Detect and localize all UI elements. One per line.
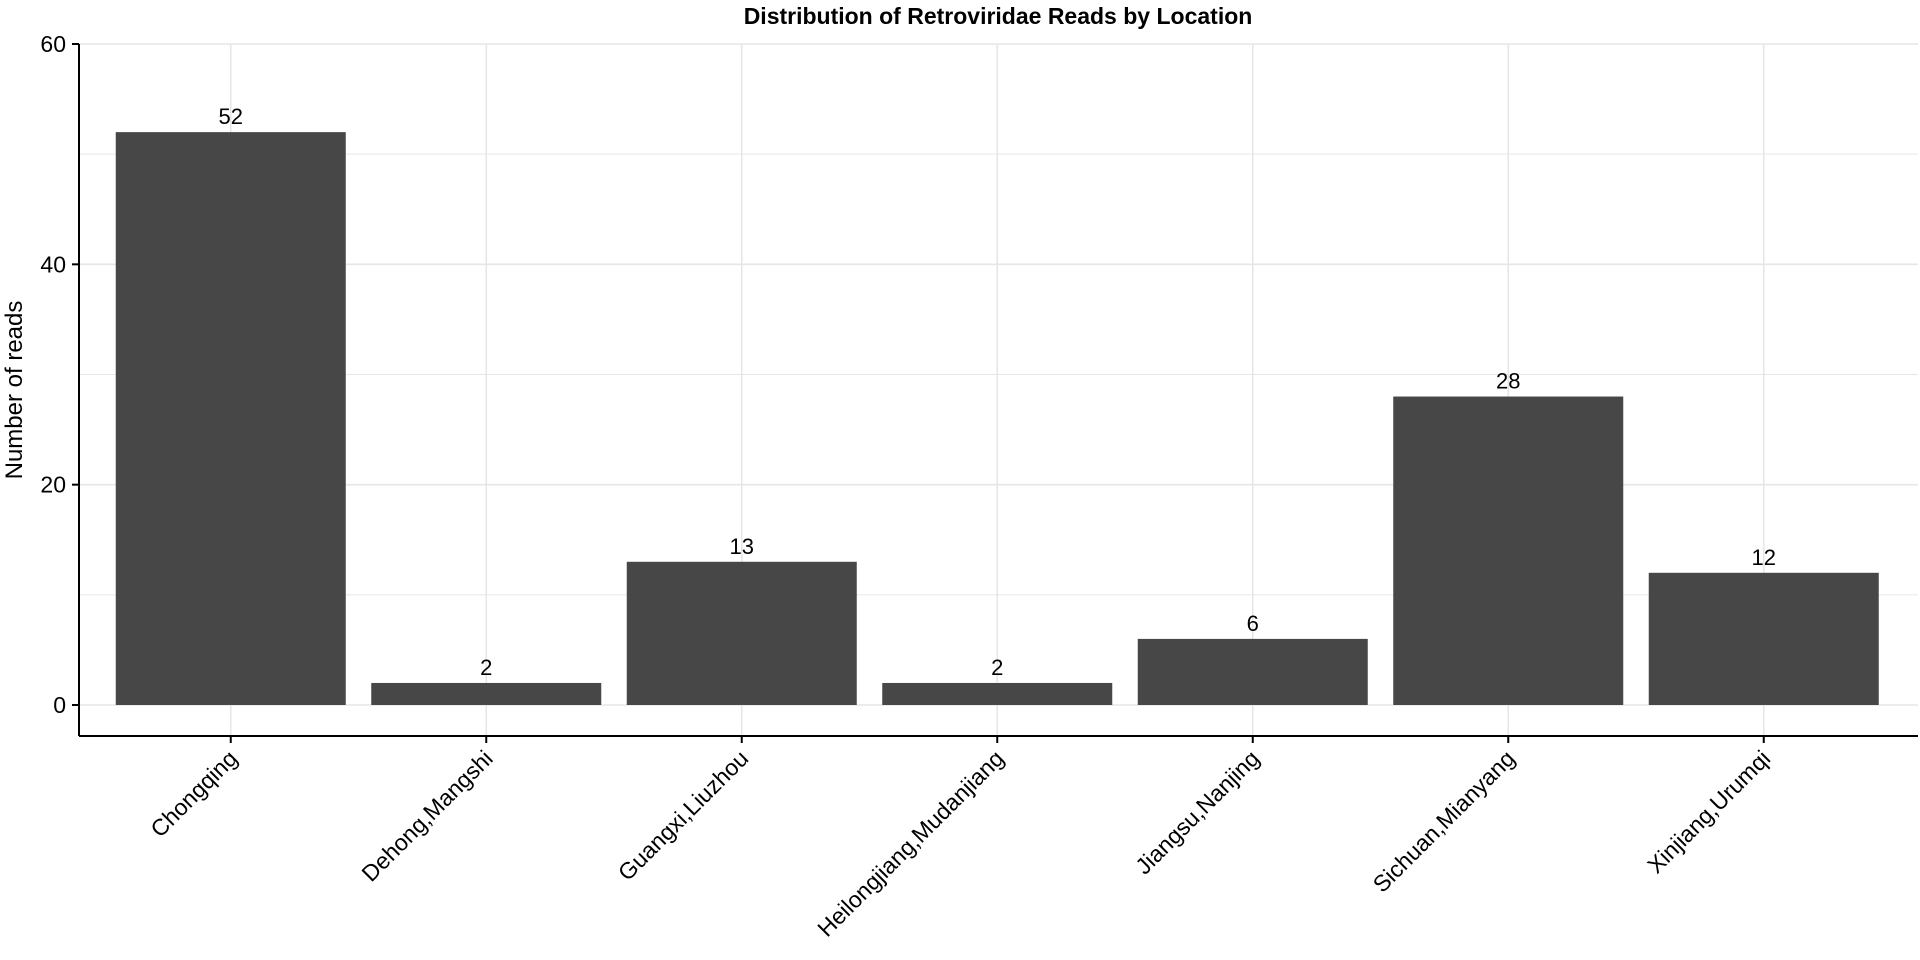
bar	[882, 682, 1113, 705]
bar	[115, 132, 346, 706]
data-label: 28	[1496, 369, 1520, 394]
data-labels: 52 2 13 2 6 28 12	[219, 104, 1776, 680]
data-label: 12	[1752, 545, 1776, 570]
bar	[1648, 572, 1879, 705]
y-axis-label: Number of reads	[1, 301, 28, 480]
data-label: 2	[480, 655, 492, 680]
x-tick-label: Heilongjiang,Mudanjiang	[812, 745, 1009, 942]
bar	[371, 682, 602, 705]
y-tick-label: 0	[53, 692, 66, 718]
data-label: 2	[991, 655, 1003, 680]
bar	[1137, 638, 1368, 705]
bars	[115, 132, 1879, 706]
axes	[78, 44, 1918, 737]
x-tick-label: Guangxi,Liuzhou	[613, 745, 753, 885]
x-tick-label: Xinjiang,Urumqi	[1642, 745, 1775, 878]
y-tick-label: 60	[40, 31, 66, 57]
x-tick-label: Sichuan,Mianyang	[1368, 745, 1520, 897]
y-tick-label: 20	[40, 472, 66, 498]
grid-lines	[79, 43, 1918, 736]
y-tick-label: 40	[40, 251, 66, 277]
chart-title: Distribution of Retroviridae Reads by Lo…	[744, 3, 1253, 29]
bar	[1393, 396, 1624, 705]
x-tick-label: Chongqing	[145, 745, 242, 842]
data-label: 52	[219, 104, 243, 129]
data-label: 6	[1247, 611, 1259, 636]
x-tick-labels: Chongqing Dehong,Mangshi Guangxi,Liuzhou He…	[145, 736, 1775, 942]
data-label: 13	[730, 534, 754, 559]
x-tick-label: Dehong,Mangshi	[356, 745, 497, 886]
y-tick-labels: 0 20 40 60	[40, 31, 79, 718]
bar	[626, 561, 857, 705]
x-tick-label: Jiangsu,Nanjing	[1130, 745, 1264, 879]
